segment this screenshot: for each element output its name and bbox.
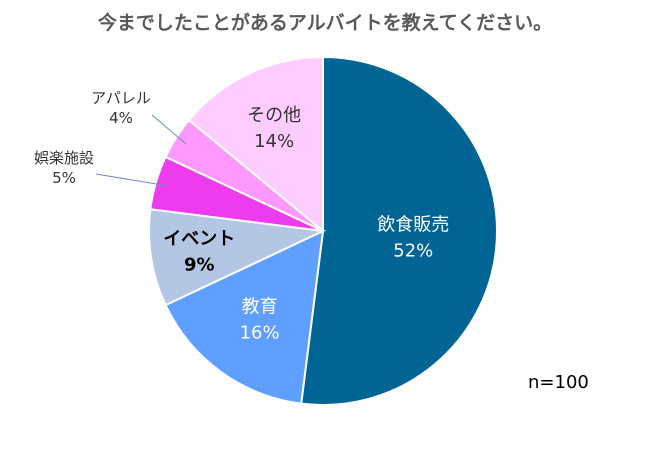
slice-name-label: 教育 <box>242 296 278 317</box>
pie-slice-6 <box>187 55 324 234</box>
slice-value-label: 52% <box>393 241 433 262</box>
slice-name-label: 飲食販売 <box>377 215 449 236</box>
pie-slice-3 <box>147 208 327 307</box>
slice-value-label: 14% <box>254 131 294 152</box>
slice-name-label: 娯楽施設 <box>34 149 94 167</box>
slice-name-label: アパレル <box>91 89 151 107</box>
slice-value-label: 5% <box>52 169 76 187</box>
slice-name-label: イベント <box>163 229 235 250</box>
leader-line-slice-4 <box>95 173 168 187</box>
slice-value-label: 16% <box>240 322 280 343</box>
pie-slice-1 <box>300 55 498 406</box>
pie-slice-2 <box>164 229 325 405</box>
slice-value-label: 9% <box>184 255 215 276</box>
slice-name-label: その他 <box>247 105 301 126</box>
slice-value-label: 4% <box>109 109 133 127</box>
chart-title: 今までしたことがあるアルバイトを教えてください。 <box>97 12 553 34</box>
sample-size-note: n=100 <box>528 372 589 393</box>
leader-line-slice-5 <box>151 114 187 145</box>
